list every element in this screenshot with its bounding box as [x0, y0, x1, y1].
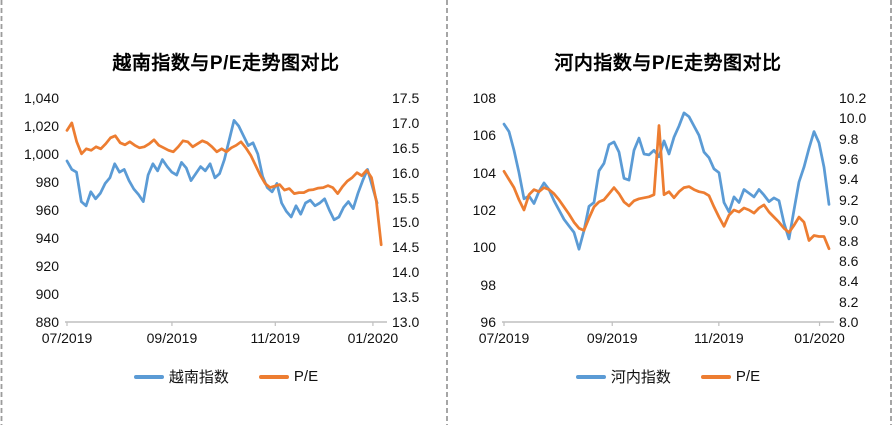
- left-axis-tick-label: 100: [472, 239, 496, 256]
- series-line-index-chart1: [502, 111, 831, 251]
- legend-line-swatch: [258, 374, 289, 379]
- legend-item-label: P/E: [293, 368, 319, 385]
- x-axis-label: 11/2019: [250, 330, 301, 346]
- left-axis-tick-label: 1,000: [23, 146, 59, 162]
- left-axis-tick-label: 900: [35, 286, 59, 302]
- legend-item-label: 越南指数: [168, 369, 229, 386]
- left-axis-tick-label: 1,020: [23, 118, 59, 134]
- right-axis-tick-label: 8.4: [839, 273, 859, 290]
- left-axis-tick-label: 920: [35, 258, 59, 274]
- series-line-index-chart0: [65, 119, 379, 222]
- left-axis-tick-label: 98: [480, 276, 496, 293]
- left-axis-tick-label: 1,040: [23, 90, 59, 106]
- right-axis-tick-label: 16.5: [392, 139, 420, 156]
- series-line-pe-chart0: [65, 121, 383, 247]
- series-line-pe-chart1: [502, 124, 831, 251]
- x-axis-label: 01/2020: [347, 330, 399, 346]
- x-axis-label: 11/2019: [694, 330, 744, 346]
- right-axis-tick-label: 10.2: [839, 90, 867, 106]
- vietnam-chart-legend: 越南指数 P/E: [67, 366, 385, 387]
- x-axis-label: 07/2019: [478, 330, 530, 346]
- hanoi-chart-title: 河内指数与P/E走势图对比: [554, 53, 782, 74]
- right-axis-tick-label: 14.0: [392, 264, 420, 281]
- x-axis-label: 09/2019: [586, 330, 638, 346]
- right-axis-tick-label: 13.0: [392, 314, 420, 330]
- left-axis-tick-label: 108: [472, 90, 496, 106]
- vietnam-chart-title: 越南指数与P/E走势图对比: [112, 53, 340, 74]
- left-axis-tick-label: 106: [472, 127, 496, 144]
- left-axis-tick-label: 940: [35, 230, 59, 246]
- right-axis-tick-label: 9.4: [839, 171, 859, 188]
- left-axis-tick-label: 960: [35, 202, 59, 218]
- legend-item-vietnam-index: 越南指数: [133, 366, 229, 387]
- legend-item-hanoi-index: 河内指数: [575, 366, 671, 387]
- right-axis-tick-label: 14.5: [392, 239, 420, 256]
- left-axis-tick-label: 102: [472, 202, 496, 218]
- right-axis-tick-label: 17.5: [392, 90, 420, 106]
- legend-item-label: 河内指数: [610, 369, 671, 386]
- right-axis-tick-label: 15.5: [392, 189, 420, 206]
- right-axis-tick-label: 8.0: [839, 314, 859, 330]
- x-axis-label: 01/2020: [794, 330, 845, 346]
- legend-line-swatch: [700, 374, 731, 379]
- right-axis-tick-label: 17.0: [392, 114, 420, 131]
- legend-item-label: P/E: [735, 368, 761, 385]
- legend-line-swatch: [575, 374, 606, 379]
- right-axis-tick-label: 10.0: [839, 110, 867, 127]
- right-axis-tick-label: 8.8: [839, 232, 859, 249]
- right-axis-tick-label: 8.2: [839, 293, 859, 310]
- left-axis-tick-label: 880: [35, 314, 59, 330]
- right-axis-tick-label: 8.6: [839, 252, 859, 269]
- x-axis-label: 07/2019: [41, 330, 93, 346]
- right-axis-tick-label: 13.5: [392, 289, 420, 306]
- right-axis-tick-label: 9.2: [839, 191, 859, 208]
- hanoi-chart-legend: 河内指数 P/E: [504, 366, 832, 387]
- left-axis-tick-label: 104: [472, 164, 496, 181]
- right-axis-tick-label: 9.8: [839, 130, 859, 147]
- right-axis-tick-label: 15.0: [392, 214, 420, 231]
- left-axis-tick-label: 96: [480, 314, 496, 330]
- right-axis-tick-label: 9.6: [839, 151, 859, 168]
- right-axis-tick-label: 9.0: [839, 212, 859, 229]
- legend-line-swatch: [133, 374, 164, 379]
- x-axis-label: 09/2019: [146, 330, 198, 346]
- right-axis-tick-label: 16.0: [392, 164, 420, 181]
- legend-item-pe: P/E: [700, 368, 761, 385]
- legend-item-pe: P/E: [258, 368, 319, 385]
- left-axis-tick-label: 980: [35, 174, 59, 190]
